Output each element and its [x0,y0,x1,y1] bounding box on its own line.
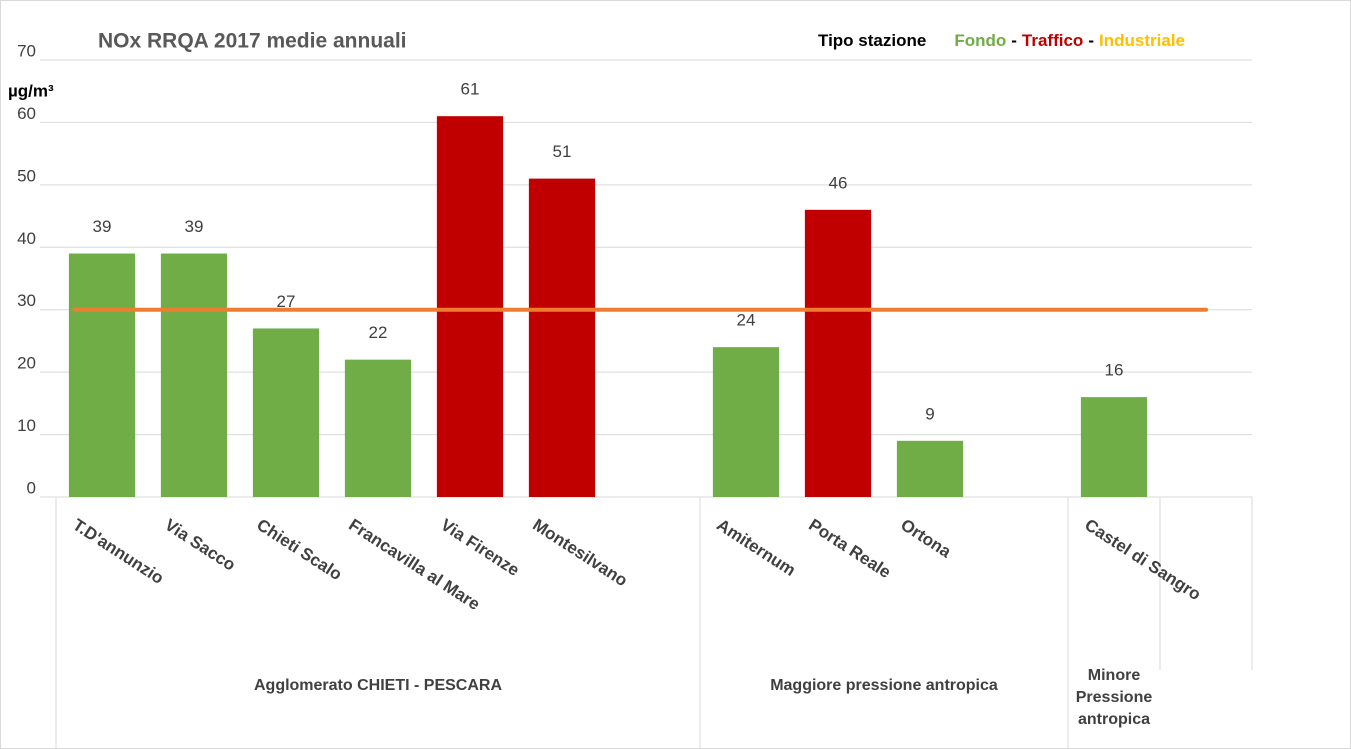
x-tick-label: Chieti Scalo [253,515,345,584]
x-tick-label: Via Sacco [161,515,238,575]
data-label: 61 [461,80,480,99]
y-tick-label: 70 [17,41,36,60]
data-label: 39 [93,217,112,236]
bar [252,328,320,497]
bar [344,359,412,497]
data-label: 22 [369,323,388,342]
bar [896,440,964,497]
legend: Tipo stazione Fondo - Traffico - Industriale [818,31,1185,50]
legend-separator: - [1011,31,1017,50]
data-label: 39 [185,217,204,236]
legend-title: Tipo stazione [818,31,926,50]
x-tick-label: Porta Reale [805,515,894,582]
legend-separator: - [1088,31,1094,50]
bar [436,116,504,497]
group-label: Minore Pressione antropica [1075,667,1153,728]
data-label: 24 [737,311,756,330]
x-tick-label: Castel di Sangro [1081,515,1204,604]
x-tick-label: Amiternum [713,515,799,580]
group-label: Maggiore pressione antropica [770,677,998,694]
group-label: Agglomerato CHIETI - PESCARA [253,677,502,694]
y-tick-label: 10 [17,416,36,435]
bar [712,347,780,497]
bar [528,178,596,497]
bar [804,209,872,498]
bar [1080,397,1148,497]
legend-entry: Industriale [1099,31,1185,50]
legend-entry: Fondo [954,31,1006,50]
x-tick-label: T.D'annunzio [69,515,167,588]
y-tick-label: 0 [27,478,36,497]
y-tick-label: 50 [17,166,36,185]
x-tick-label: Montesilvano [529,515,630,590]
y-tick-label: 30 [17,291,36,310]
x-tick-label: Ortona [897,515,955,562]
x-tick-label: Via Firenze [437,515,522,580]
legend-entry: Traffico [1022,31,1083,50]
data-label: 51 [553,142,572,161]
data-label: 27 [277,292,296,311]
data-label: 16 [1105,361,1124,380]
data-label: 46 [829,173,848,192]
data-label: 9 [925,404,934,423]
bar [68,253,136,497]
y-tick-label: 40 [17,229,36,248]
y-tick-label: 20 [17,354,36,373]
y-axis-label: µg/m³ [8,81,54,100]
chart-title: NOx RRQA 2017 medie annuali [98,30,407,53]
y-tick-label: 60 [17,104,36,123]
bar [160,253,228,497]
